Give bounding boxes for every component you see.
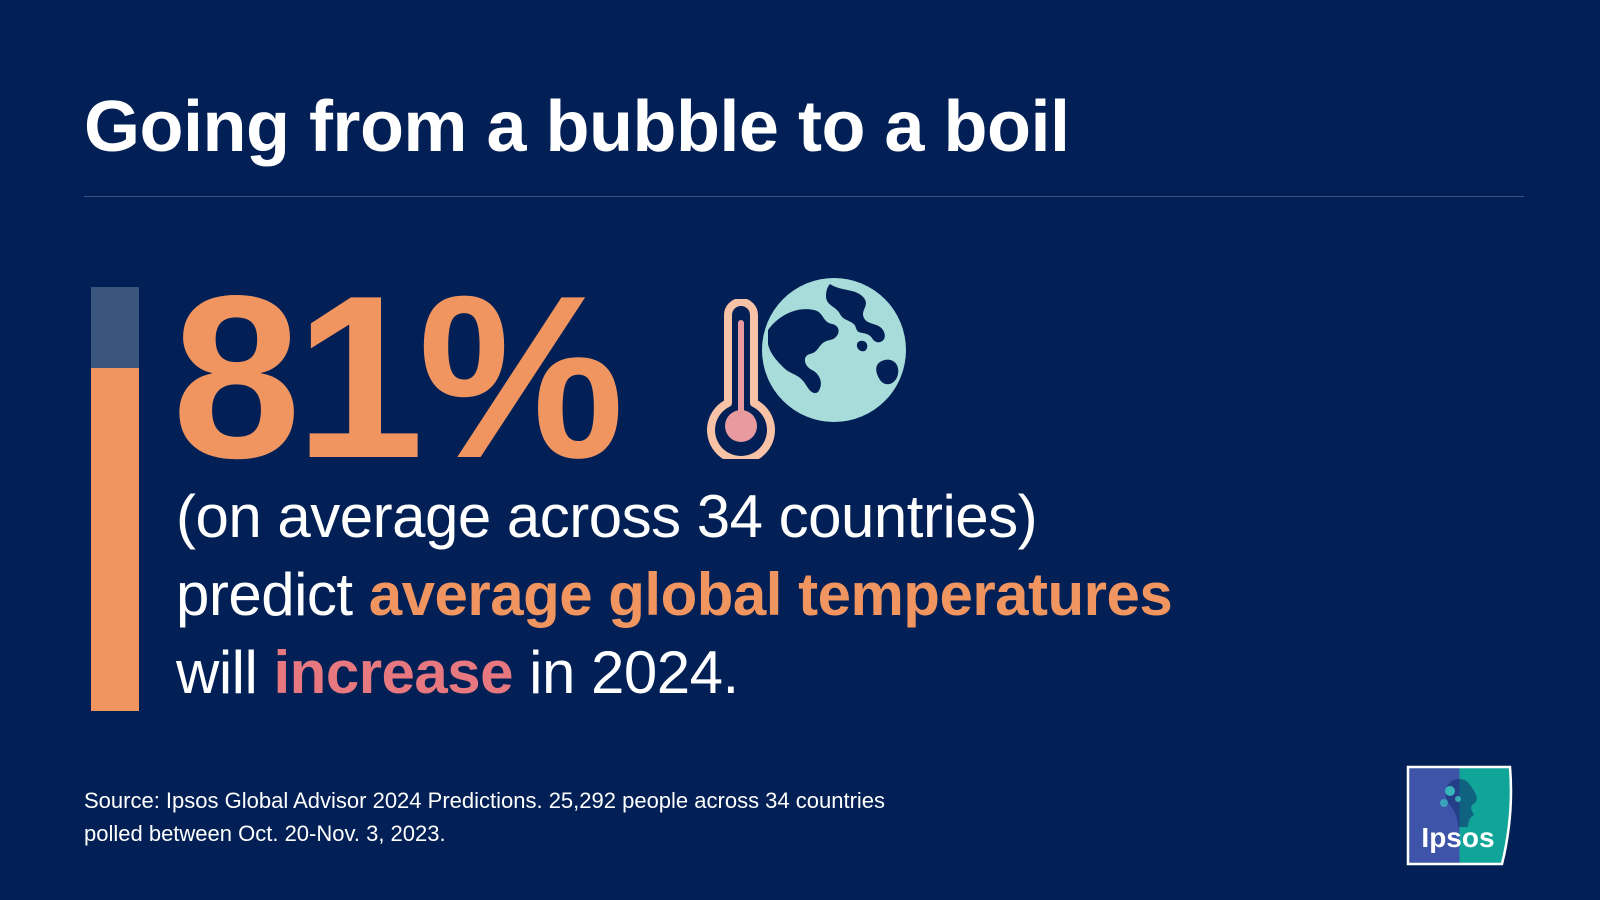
thermometer-icon (707, 299, 775, 459)
page-title: Going from a bubble to a boil (84, 87, 1070, 167)
source-line-1: Source: Ipsos Global Advisor 2024 Predic… (84, 788, 886, 813)
highlight-average-global-temperatures: average global temperatures (368, 561, 1173, 628)
globe-icon (762, 278, 906, 422)
statement-line-3-suffix: in 2024. (513, 639, 739, 706)
percentage-bar (91, 287, 139, 711)
percentage-bar-remainder (91, 287, 139, 368)
title-divider (84, 196, 1524, 197)
statement-line-3-prefix: will (176, 639, 274, 706)
statement-line-3: will increase in 2024. (176, 634, 1172, 712)
statement-line-2-prefix: predict (176, 561, 369, 628)
highlight-increase: increase (273, 639, 514, 706)
stat-value: 81% (172, 248, 624, 507)
ipsos-logo: Ipsos (1406, 765, 1513, 866)
statement-line-2: predict average global temperatures (176, 556, 1173, 634)
source-note: Source: Ipsos Global Advisor 2024 Predic… (84, 784, 885, 850)
statement-text: (on average across 34 countries) predict… (176, 478, 1173, 712)
logo-text: Ipsos (1421, 822, 1494, 853)
statement-line-1: (on average across 34 countries) (176, 483, 1038, 550)
source-line-2: polled between Oct. 20-Nov. 3, 2023. (84, 821, 446, 846)
